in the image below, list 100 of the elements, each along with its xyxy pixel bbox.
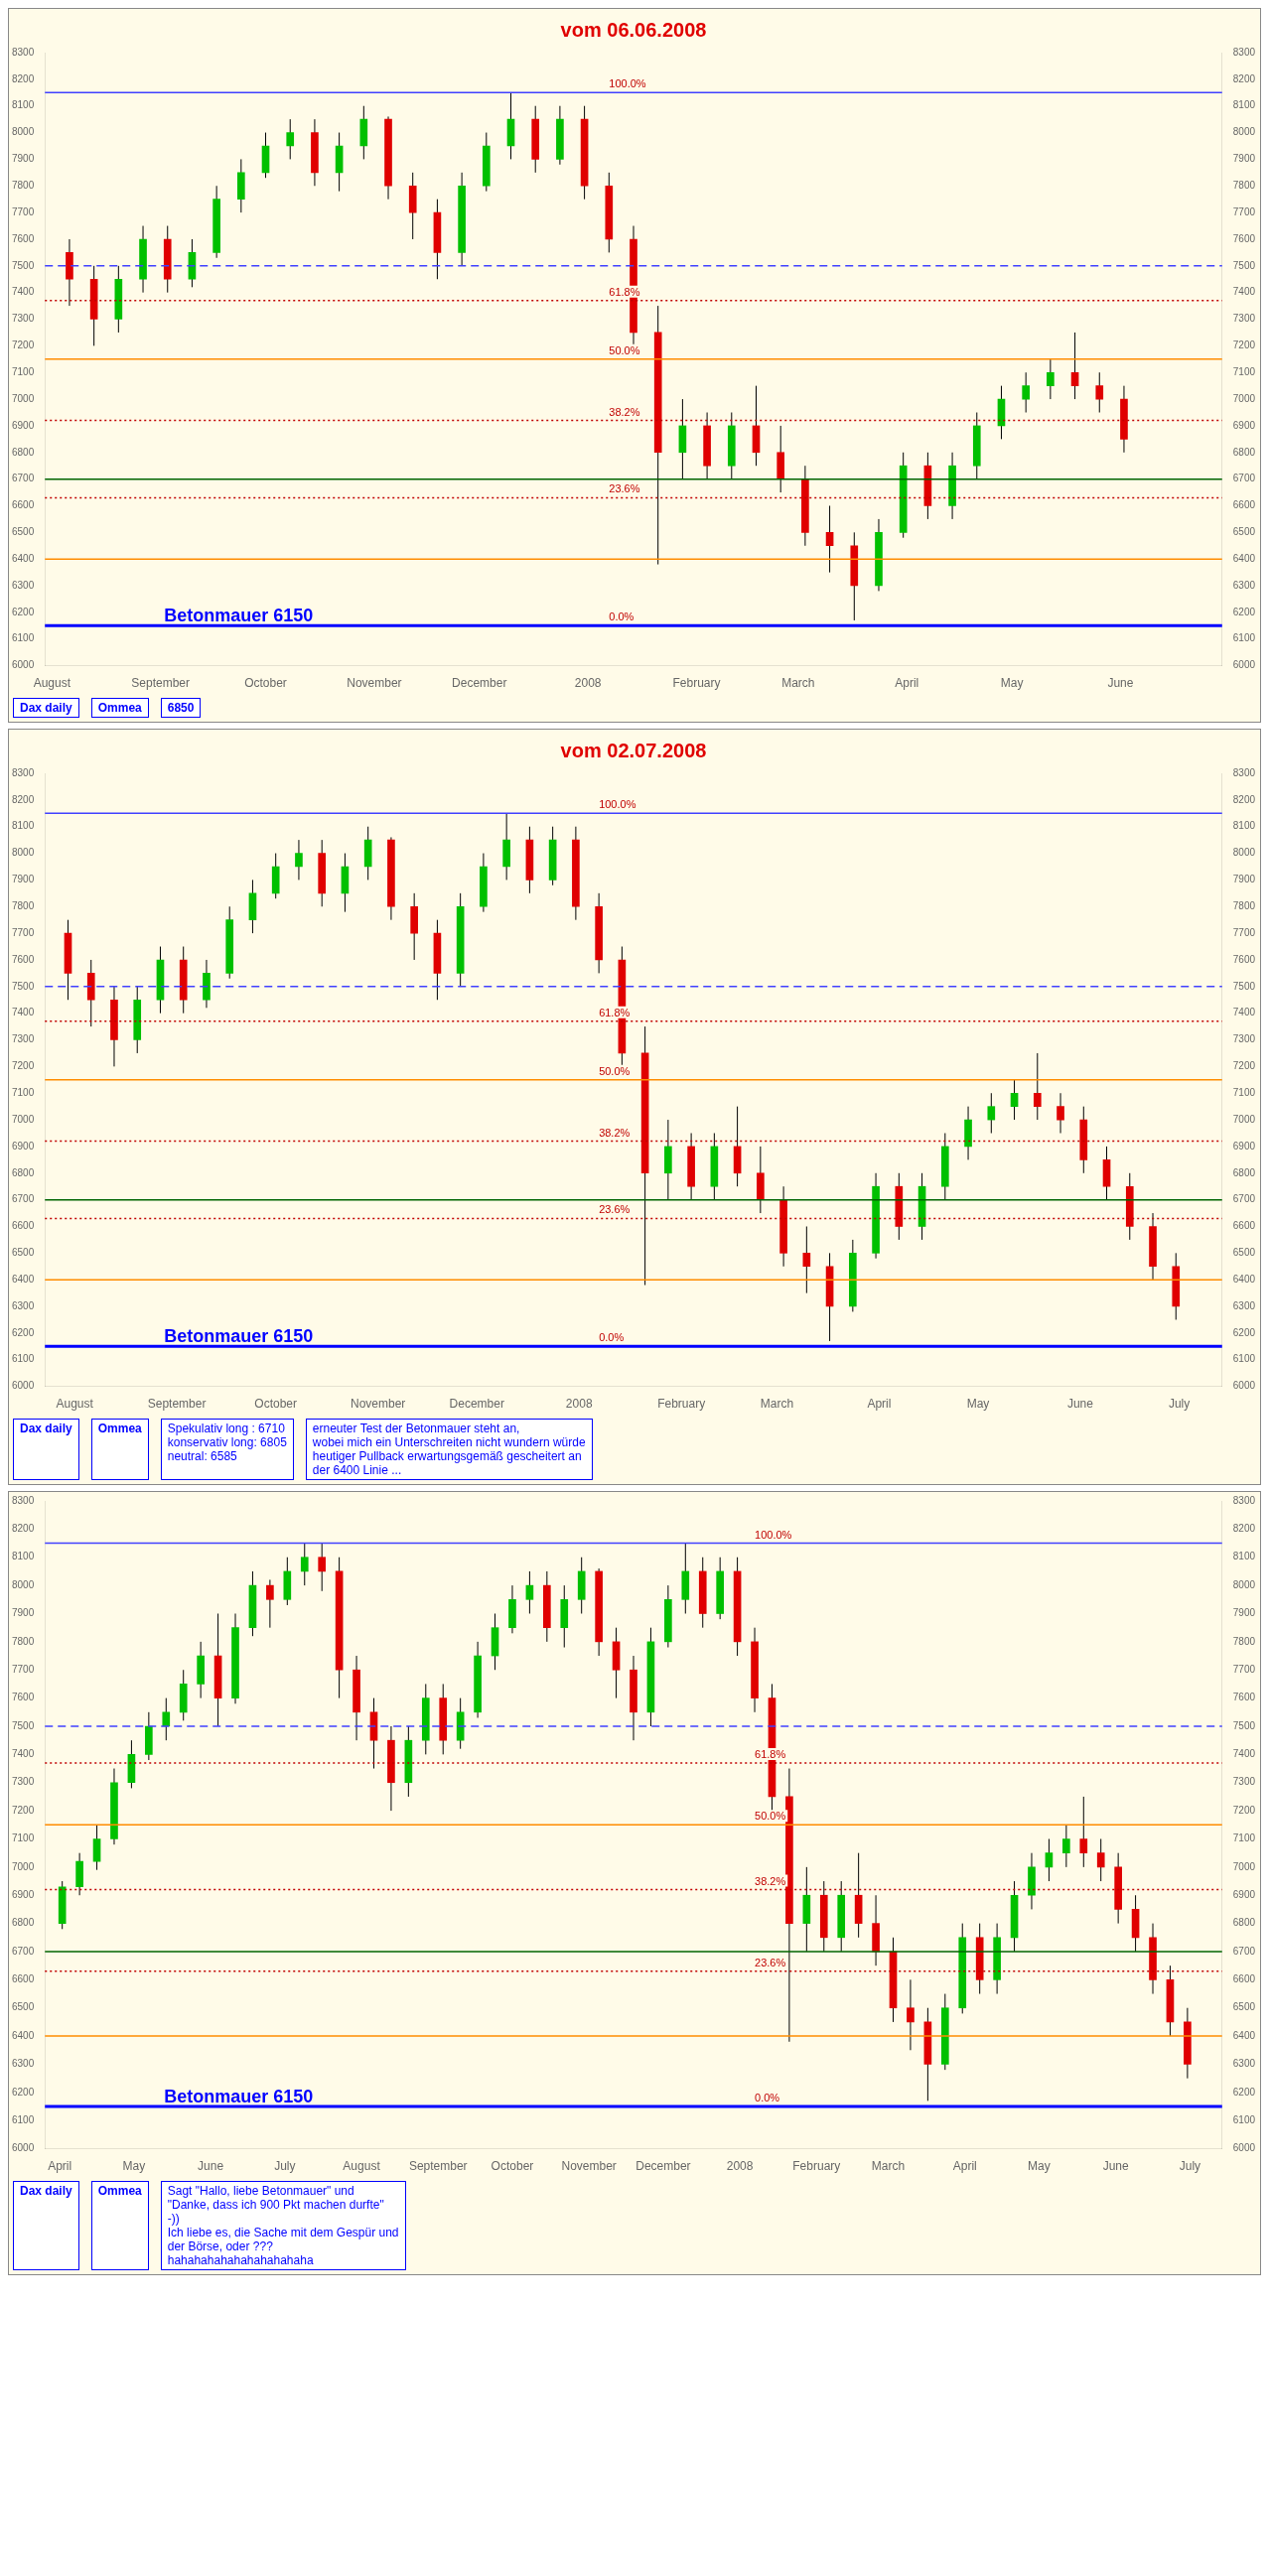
candlestick xyxy=(1096,1837,1105,1882)
y-tick-label: 7900 xyxy=(12,874,35,885)
y-tick-label: 7700 xyxy=(12,205,35,217)
y2-tick-label: 7800 xyxy=(1232,180,1256,192)
y2-tick-label: 7900 xyxy=(1232,874,1256,885)
y2-tick-label: 6600 xyxy=(1232,1220,1256,1232)
annotation: 0.0% xyxy=(755,2092,780,2104)
y2-tick-label: 7700 xyxy=(1232,205,1256,217)
y2-tick-label: 7800 xyxy=(1232,900,1256,912)
ref-line-label: Betonmauer 6150 xyxy=(164,1326,314,1347)
y-tick-label: 7500 xyxy=(12,1719,35,1731)
candlestick xyxy=(286,118,295,160)
y2-tick-label: 7400 xyxy=(1232,1007,1256,1018)
annotation: 50.0% xyxy=(609,343,640,356)
annotation: 50.0% xyxy=(599,1064,631,1077)
x-tick-label: December xyxy=(449,1397,504,1412)
candlestick xyxy=(300,1543,309,1586)
y-tick-label: 6200 xyxy=(12,606,35,617)
annotation: 38.2% xyxy=(755,1874,786,1887)
y2-tick-label: 6100 xyxy=(1232,1353,1256,1365)
y2-tick-label: 6700 xyxy=(1232,473,1256,484)
chart-title: vom 06.06.2008 xyxy=(560,18,707,41)
y-tick-label: 7100 xyxy=(12,365,35,377)
y-tick-label: 7200 xyxy=(12,1060,35,1072)
y-tick-label: 6400 xyxy=(12,552,35,564)
y-tick-label: 7800 xyxy=(12,900,35,912)
text: Ommea xyxy=(90,2181,149,2270)
x-tick-label: April xyxy=(952,2159,977,2174)
ref-line-label: Betonmauer 6150 xyxy=(164,606,314,626)
candlestick xyxy=(1022,371,1030,413)
x-tick-label: November xyxy=(561,2159,617,2174)
y-tick-label: 7200 xyxy=(12,339,35,351)
y-tick-label: 7300 xyxy=(12,1033,35,1045)
y2-tick-label: 8300 xyxy=(1232,46,1256,58)
y2-tick-label: 7200 xyxy=(1232,1060,1256,1072)
y2-tick-label: 8300 xyxy=(1232,1494,1256,1506)
y-tick-label: 7700 xyxy=(12,1663,35,1675)
y-tick-label: 6100 xyxy=(12,632,35,644)
y2-tick-label: 7000 xyxy=(1232,1113,1256,1125)
y-tick-label: 7800 xyxy=(12,180,35,192)
candlestick xyxy=(318,1543,327,1592)
y-tick-label: 7800 xyxy=(12,1635,35,1647)
y2-tick-label: 6300 xyxy=(1232,1299,1256,1311)
y2-tick-label: 6600 xyxy=(1232,1973,1256,1985)
annotation: 38.2% xyxy=(599,1126,631,1139)
y-tick-label: 7300 xyxy=(12,313,35,325)
y2-tick-label: 7300 xyxy=(1232,313,1256,325)
y-tick-label: 7400 xyxy=(12,286,35,298)
annotation: 61.8% xyxy=(755,1747,786,1760)
y-tick-label: 7300 xyxy=(12,1776,35,1788)
y-tick-label: 6500 xyxy=(12,526,35,538)
y-tick-label: 6900 xyxy=(12,419,35,431)
chart-title: vom 02.07.2008 xyxy=(560,739,707,761)
x-tick-label: February xyxy=(792,2159,841,2174)
y-tick-label: 6100 xyxy=(12,1353,35,1365)
y2-tick-label: 6800 xyxy=(1232,446,1256,458)
y-tick-label: 7600 xyxy=(12,953,35,965)
y-tick-label: 7700 xyxy=(12,926,35,938)
x-tick-label: December xyxy=(635,2159,691,2174)
y-tick-label: 6200 xyxy=(12,2086,35,2098)
y-tick-label: 6600 xyxy=(12,499,35,511)
x-tick-label: November xyxy=(350,1397,406,1412)
y2-tick-label: 8100 xyxy=(1232,1551,1256,1562)
y-tick-label: 8200 xyxy=(12,1523,35,1535)
y-tick-label: 7000 xyxy=(12,1860,35,1872)
text: 6850 xyxy=(160,698,202,718)
annotation: 0.0% xyxy=(599,1331,625,1344)
y-tick-label: 6200 xyxy=(12,1326,35,1338)
y2-tick-label: 7600 xyxy=(1232,953,1256,965)
y-tick-label: 6000 xyxy=(12,2142,35,2154)
y2-tick-label: 7900 xyxy=(1232,153,1256,165)
y2-tick-label: 7900 xyxy=(1232,1607,1256,1619)
y2-tick-label: 6900 xyxy=(1232,419,1256,431)
text: Sagt "Hallo, liebe Betonmauer" und "Danke, dass ich 900 Pkt machen durfte" -)) Ich liebe es, die Sache mit dem Gespür und der Börse, oder ??? hahahahahahahahahahaha xyxy=(160,2181,406,2270)
annotation: 100.0% xyxy=(599,798,636,811)
x-tick-label: February xyxy=(672,676,721,691)
y-tick-label: 7100 xyxy=(12,1086,35,1098)
y-tick-label: 6800 xyxy=(12,1166,35,1178)
y2-tick-label: 6000 xyxy=(1232,2142,1256,2154)
y-tick-label: 6500 xyxy=(12,2001,35,2013)
x-tick-label: October xyxy=(244,676,287,691)
y-tick-label: 7200 xyxy=(12,1804,35,1816)
x-tick-label: August xyxy=(343,2159,381,2174)
y-tick-label: 7900 xyxy=(12,1607,35,1619)
y2-tick-label: 7100 xyxy=(1232,1086,1256,1098)
y2-tick-label: 7000 xyxy=(1232,392,1256,404)
x-tick-label: 2008 xyxy=(574,676,602,691)
y2-tick-label: 7500 xyxy=(1232,980,1256,992)
candlestick xyxy=(295,839,303,881)
x-tick-label: October xyxy=(491,2159,534,2174)
y2-tick-label: 6200 xyxy=(1232,1326,1256,1338)
candlestick xyxy=(266,1578,274,1629)
y-tick-label: 6600 xyxy=(12,1973,35,1985)
y-tick-label: 8300 xyxy=(12,1494,35,1506)
y-tick-label: 6300 xyxy=(12,2058,35,2070)
candlestick xyxy=(1062,1824,1070,1868)
y-tick-label: 8100 xyxy=(12,820,35,832)
candlestick xyxy=(525,1570,534,1614)
candlestick xyxy=(802,1225,811,1294)
x-tick-label: 2008 xyxy=(565,1397,593,1412)
